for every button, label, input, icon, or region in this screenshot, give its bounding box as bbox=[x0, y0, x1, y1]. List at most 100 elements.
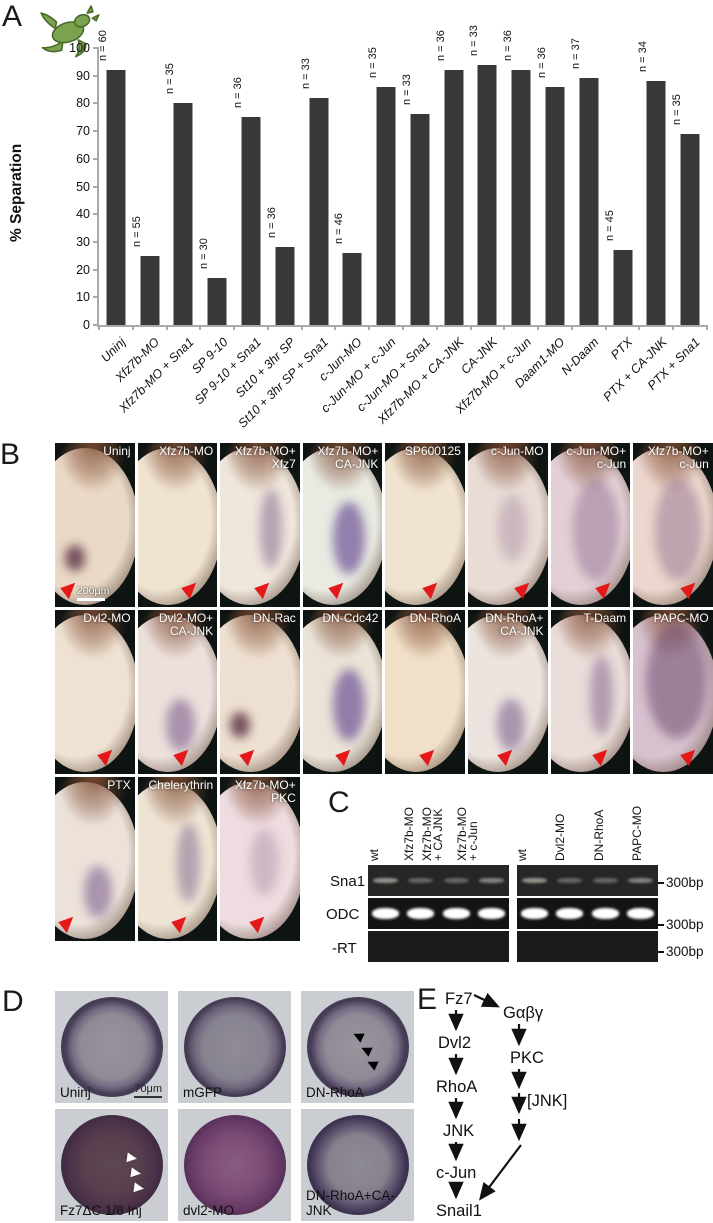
gel-row--RT bbox=[368, 931, 509, 962]
x-tick-mark bbox=[98, 325, 100, 330]
node-pkc: PKC bbox=[510, 1049, 544, 1067]
bar-column: n = 35 bbox=[367, 46, 403, 325]
stain-region bbox=[333, 502, 365, 575]
embryo-tile: PTX bbox=[55, 777, 135, 941]
x-tick-mark bbox=[638, 325, 641, 330]
embryo-tile-label: c-Jun-MO bbox=[490, 444, 544, 458]
gel-lane-label: wt bbox=[366, 849, 381, 861]
embryo-tile-label: Dvl2-MO+ CA-JNK bbox=[158, 611, 214, 639]
node-jnk: JNK bbox=[443, 1122, 475, 1140]
gel-band bbox=[477, 908, 505, 919]
embryo-tile: DN-Rac bbox=[220, 610, 300, 774]
x-tick-mark bbox=[537, 325, 540, 330]
bar-column: n = 33 bbox=[401, 48, 437, 325]
embryo-tile: Chelerythrin bbox=[137, 777, 218, 941]
bar-column: n = 55 bbox=[131, 48, 167, 325]
bar-n-label: n = 36 bbox=[536, 46, 549, 78]
bar-column: n = 35 bbox=[671, 48, 707, 325]
bar-n-label: n = 60 bbox=[96, 30, 109, 62]
vegetal-tile-label: mGFP bbox=[183, 1085, 222, 1100]
pigmented-animal-pole bbox=[305, 610, 376, 660]
embryo-row: Uninj 200μm Xfz7b-MO Xfz7b-MO+ Xfz7 Xfz7b-MO… bbox=[55, 443, 713, 607]
pathway-panel: E Fz7 Gαβγ Dvl2 PK bbox=[415, 983, 713, 1223]
bar-column: n = 35 bbox=[164, 48, 201, 325]
node-dvl2: Dvl2 bbox=[438, 1034, 472, 1052]
scale-bar-line bbox=[77, 598, 105, 601]
node-snail1: Snail1 bbox=[436, 1202, 482, 1220]
bar-n-label: n = 33 bbox=[468, 24, 481, 56]
y-tick-mark bbox=[93, 74, 99, 77]
embryo-tile-label: Uninj bbox=[103, 444, 131, 458]
embryo-tile: Xfz7b-MO bbox=[137, 443, 218, 607]
embryo-tile: DN-RhoA+ CA-JNK bbox=[467, 610, 548, 774]
vegetal-tile-label: Fz7ΔC 1/8 Inj bbox=[60, 1203, 142, 1218]
gel-band bbox=[373, 878, 399, 883]
bar-column: n = 36 bbox=[435, 30, 471, 325]
embryo-section-image bbox=[183, 1115, 286, 1215]
bar-column: n = 37 bbox=[570, 39, 606, 325]
bar-chart: n = 60 n = 55 n = 35 n = 30 n = 36 n = 36 n = … bbox=[69, 25, 708, 431]
gel-row-Sna1 bbox=[517, 865, 658, 896]
size-marker-3: 300bp bbox=[656, 944, 704, 959]
embryo-section-image bbox=[306, 997, 409, 1097]
gel-band bbox=[408, 878, 434, 883]
y-tick-label: 90 bbox=[76, 68, 90, 83]
bar bbox=[309, 97, 329, 325]
y-tick-mark bbox=[93, 47, 99, 49]
gel-lane-label: wt bbox=[514, 849, 529, 861]
bar-column: n = 36 bbox=[536, 46, 572, 325]
bar bbox=[275, 247, 295, 325]
scale-bar: 200μm bbox=[77, 585, 109, 601]
embryo-tile-label: PAPC-MO bbox=[653, 611, 709, 625]
gel-band bbox=[627, 878, 653, 883]
scale-bar: 70μm bbox=[134, 1083, 162, 1098]
gel-row-Sna1 bbox=[368, 865, 509, 896]
bar-column: n = 33 bbox=[300, 48, 336, 325]
panel-c-label: C bbox=[328, 786, 350, 819]
bar-n-label: n = 35 bbox=[367, 46, 380, 78]
pigmented-animal-pole bbox=[223, 610, 294, 660]
embryo-section-image bbox=[60, 1115, 163, 1215]
gel-lane-label: Xfz7b-MO bbox=[401, 806, 416, 861]
embryo-tile-label: DN-RhoA+ CA-JNK bbox=[485, 611, 544, 639]
gel-row-label-rt: -RT bbox=[332, 940, 357, 957]
embryo-panel: Uninj 200μm Xfz7b-MO Xfz7b-MO+ Xfz7 Xfz7b-MO… bbox=[55, 443, 713, 944]
pathway-arrows bbox=[448, 992, 527, 1201]
gel-band bbox=[372, 908, 400, 919]
pigmented-animal-pole bbox=[305, 443, 376, 493]
embryo-tile-label: Xfz7b-MO+ Xfz7 bbox=[234, 444, 296, 472]
bar-column: n = 36 bbox=[232, 48, 268, 325]
pigmented-animal-pole bbox=[140, 443, 211, 493]
embryo-row: PTX Chelerythrin Xfz7b-MO+ PKC bbox=[55, 777, 713, 941]
pigmented-animal-pole bbox=[553, 610, 624, 660]
bar bbox=[140, 255, 160, 325]
scale-bar-text: 200μm bbox=[77, 585, 110, 597]
vegetal-tile: dvl2-MO bbox=[178, 1109, 291, 1221]
gel-band bbox=[556, 908, 584, 919]
embryo-tile-label: DN-RhoA bbox=[409, 611, 461, 625]
vegetal-tile: Fz7ΔC 1/8 Inj bbox=[55, 1109, 168, 1221]
bar bbox=[477, 64, 497, 325]
stain-region bbox=[333, 669, 365, 742]
x-tick-mark bbox=[300, 325, 303, 330]
embryo-tile-label: PTX bbox=[107, 778, 131, 792]
panel-d-label: D bbox=[2, 985, 24, 1018]
bar bbox=[613, 250, 633, 325]
pigmented-animal-pole bbox=[388, 443, 459, 493]
gel-row-ODC bbox=[368, 898, 509, 929]
vegetal-tile: Uninj 70μm bbox=[55, 991, 168, 1103]
gel-band bbox=[592, 878, 618, 883]
bar bbox=[444, 70, 464, 325]
bar-n-label: n = 34 bbox=[637, 41, 650, 73]
vegetal-tile-label: Uninj bbox=[60, 1085, 91, 1100]
embryo-tile: T-Daam bbox=[550, 610, 631, 774]
embryo-tile-label: DN-Cdc42 bbox=[322, 611, 379, 625]
pigmented-animal-pole bbox=[471, 443, 542, 493]
marker-tick bbox=[656, 951, 664, 954]
embryo-tile-label: Xfz7b-MO+ CA-JNK bbox=[317, 444, 379, 472]
y-tick-mark bbox=[93, 240, 99, 243]
gel-band bbox=[591, 908, 619, 919]
x-tick-mark bbox=[266, 325, 269, 330]
bar-n-label: n = 45 bbox=[603, 210, 616, 242]
